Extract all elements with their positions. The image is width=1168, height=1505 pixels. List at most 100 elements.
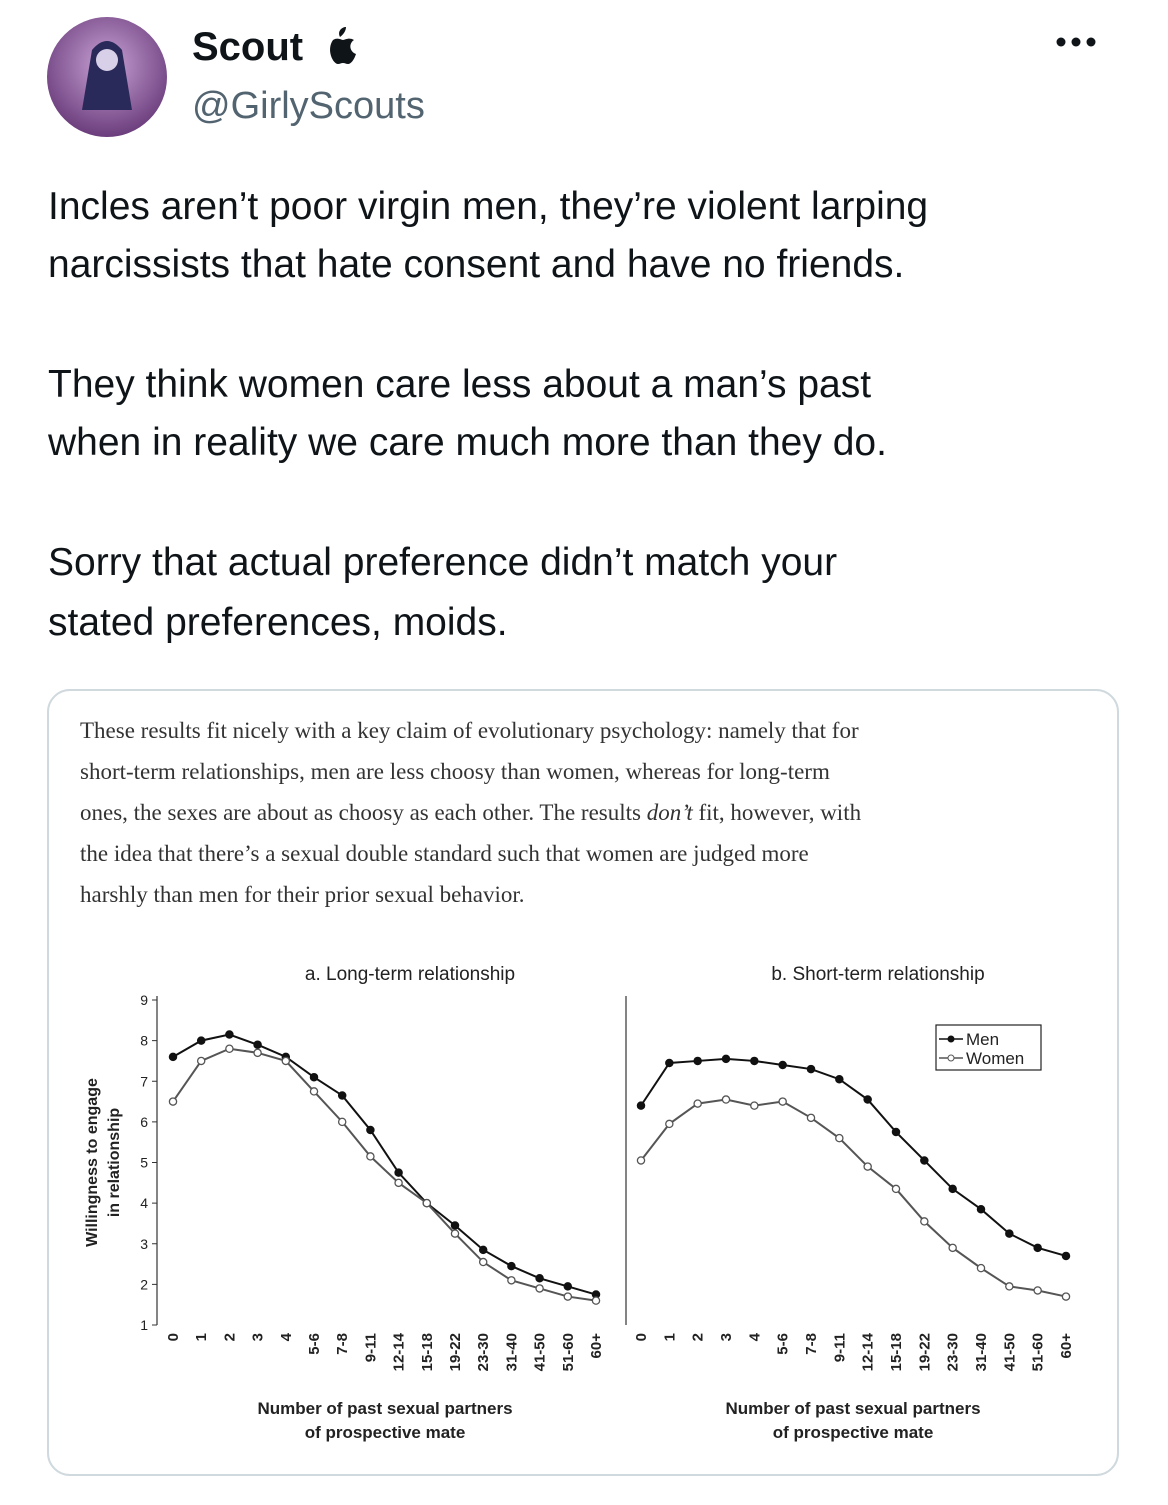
x-tick-label: 41-50 (532, 1333, 549, 1371)
x-tick-label: 15-18 (888, 1333, 905, 1371)
tweet-text: They think women care less about a man’s… (48, 363, 871, 406)
excerpt-text: fit, however, with (693, 800, 862, 825)
legend-marker (947, 1035, 955, 1043)
data-point (309, 1087, 319, 1096)
x-tick-label: 60+ (588, 1333, 605, 1359)
data-point (1061, 1251, 1071, 1261)
x-tick-label: 3 (718, 1333, 735, 1341)
x-tick-label: 23-30 (945, 1333, 962, 1371)
x-tick-label: 15-18 (419, 1333, 436, 1371)
data-point (225, 1044, 234, 1054)
data-point (976, 1204, 986, 1214)
x-tick-label: 9-11 (831, 1333, 848, 1362)
tweet-text: Sorry that actual preference didn’t matc… (48, 541, 837, 584)
tweet-text: stated preferences, moids. (48, 601, 508, 644)
data-point (835, 1133, 844, 1143)
legend-label: Men (966, 1030, 999, 1049)
y-tick-label: 1 (140, 1317, 148, 1333)
more-button[interactable] (1056, 37, 1096, 47)
data-point (778, 1097, 787, 1106)
data-point (563, 1282, 573, 1291)
data-point (806, 1113, 816, 1123)
data-point (394, 1178, 403, 1188)
data-point (636, 1101, 646, 1110)
data-point (253, 1048, 262, 1058)
y-tick-label: 5 (140, 1155, 148, 1171)
data-point (920, 1217, 929, 1226)
data-point (168, 1097, 178, 1106)
x-tick-label: 31-40 (973, 1333, 990, 1371)
data-point (366, 1125, 375, 1135)
verified-icon (330, 27, 356, 64)
handle[interactable]: @GirlyScouts (192, 85, 425, 127)
data-point (422, 1198, 432, 1208)
y-tick-label: 4 (140, 1195, 148, 1211)
x-tick-label: 5-6 (775, 1333, 792, 1355)
series-line (640, 1057, 1067, 1257)
tweet-text: when in reality we care much more than t… (47, 421, 887, 464)
data-point (337, 1117, 347, 1127)
data-point (750, 1056, 759, 1066)
data-point (863, 1162, 872, 1171)
x-axis-label: of prospective mate (773, 1423, 934, 1442)
media-card[interactable] (47, 689, 1119, 1476)
y-tick-label: 6 (140, 1114, 148, 1130)
x-tick-label: 2 (221, 1333, 238, 1341)
data-point (196, 1036, 206, 1045)
chart-title: a. Long-term relationship (305, 964, 515, 985)
excerpt-line: ones, the sexes are about as choosy as e… (80, 800, 862, 825)
x-tick-label: 7-8 (334, 1333, 351, 1355)
x-tick-label: 51-60 (1030, 1333, 1047, 1371)
series-line (640, 1098, 1067, 1298)
series-line (172, 1033, 597, 1296)
data-point (563, 1292, 573, 1301)
x-tick-label: 0 (165, 1333, 182, 1341)
data-point (891, 1184, 901, 1194)
avatar-figure (82, 41, 132, 110)
excerpt-text: ones, the sexes are about as choosy as e… (80, 800, 647, 825)
tweet-text: Incles aren’t poor virgin men, they’re v… (48, 185, 928, 228)
x-axis-label: Number of past sexual partners (725, 1399, 980, 1418)
series-line (172, 1047, 597, 1302)
x-tick-label: 3 (250, 1333, 267, 1341)
y-tick-label: 3 (140, 1236, 148, 1252)
legend-marker (947, 1054, 955, 1062)
y-axis-label: in relationship (106, 1108, 123, 1218)
x-tick-label: 23-30 (475, 1333, 492, 1371)
x-tick-label: 9-11 (362, 1333, 379, 1362)
data-point (309, 1072, 319, 1082)
display-name[interactable]: Scout (192, 25, 303, 69)
data-point (394, 1168, 403, 1177)
data-point (636, 1156, 646, 1165)
x-tick-label: 4 (746, 1332, 763, 1341)
excerpt-line: These results fit nicely with a key clai… (80, 718, 859, 743)
data-point (835, 1074, 844, 1084)
data-point (253, 1040, 262, 1049)
data-point (225, 1030, 234, 1039)
data-point (693, 1056, 702, 1066)
data-point (665, 1119, 674, 1129)
x-tick-label: 7-8 (803, 1333, 820, 1355)
data-point (891, 1127, 901, 1137)
y-tick-label: 8 (140, 1033, 148, 1049)
y-axis-label: Willingness to engage (84, 1078, 101, 1247)
data-point (693, 1099, 702, 1108)
data-point (507, 1276, 516, 1285)
x-tick-label: 12-14 (860, 1332, 877, 1371)
data-point (535, 1284, 544, 1293)
legend-box (935, 1024, 1042, 1071)
excerpt-italic: don’t (647, 800, 694, 825)
x-axis-label: of prospective mate (305, 1423, 466, 1442)
data-point (1033, 1243, 1042, 1253)
data-point (721, 1054, 731, 1064)
x-tick-label: 31-40 (503, 1333, 520, 1371)
excerpt-line: short-term relationships, men are less c… (80, 759, 830, 784)
excerpt-line: the idea that there’s a sexual double st… (80, 841, 809, 866)
x-tick-label: 12-14 (391, 1332, 408, 1371)
data-point (478, 1245, 488, 1255)
data-point (750, 1101, 759, 1110)
data-point (948, 1184, 957, 1194)
data-point (948, 1243, 957, 1253)
